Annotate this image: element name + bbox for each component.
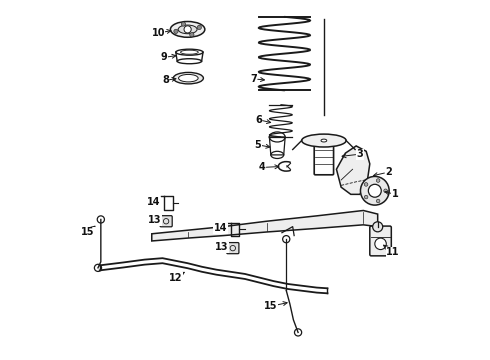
Text: 11: 11 — [386, 247, 399, 257]
Ellipse shape — [302, 134, 346, 147]
Polygon shape — [337, 146, 370, 194]
Text: 15: 15 — [264, 301, 277, 311]
Text: 7: 7 — [250, 74, 257, 84]
Circle shape — [361, 176, 389, 205]
Circle shape — [365, 183, 368, 186]
FancyBboxPatch shape — [370, 226, 392, 256]
Ellipse shape — [171, 22, 205, 37]
Text: 13: 13 — [215, 242, 228, 252]
Circle shape — [181, 22, 186, 26]
FancyBboxPatch shape — [160, 216, 172, 227]
Text: 1: 1 — [392, 189, 398, 199]
Circle shape — [197, 25, 201, 30]
Ellipse shape — [321, 139, 327, 142]
Ellipse shape — [178, 75, 198, 82]
Circle shape — [368, 184, 381, 197]
Text: 6: 6 — [255, 115, 262, 125]
Circle shape — [375, 238, 386, 249]
Circle shape — [373, 222, 383, 232]
Circle shape — [184, 26, 191, 33]
Text: 3: 3 — [356, 149, 363, 159]
Circle shape — [174, 29, 178, 33]
Circle shape — [190, 32, 194, 37]
Text: 10: 10 — [151, 28, 165, 38]
Circle shape — [376, 199, 380, 203]
Text: 9: 9 — [161, 52, 167, 62]
Text: 14: 14 — [147, 197, 161, 207]
Text: 14: 14 — [214, 224, 227, 233]
Circle shape — [365, 195, 368, 199]
Circle shape — [384, 189, 388, 193]
Text: 2: 2 — [385, 167, 392, 177]
Text: 12: 12 — [169, 273, 182, 283]
Ellipse shape — [178, 25, 197, 34]
FancyBboxPatch shape — [227, 243, 239, 254]
Ellipse shape — [173, 72, 203, 84]
Text: 8: 8 — [162, 75, 169, 85]
Polygon shape — [152, 211, 378, 241]
Text: 5: 5 — [254, 140, 261, 150]
Text: 15: 15 — [81, 227, 95, 237]
Text: 4: 4 — [259, 162, 266, 172]
Circle shape — [376, 179, 380, 182]
Text: 13: 13 — [148, 215, 161, 225]
